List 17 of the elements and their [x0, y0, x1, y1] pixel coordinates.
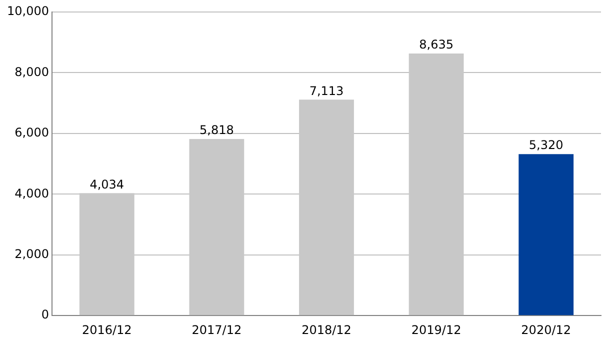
x-tick-label: 2019/12 [411, 322, 462, 337]
data-label: 5,320 [528, 138, 564, 152]
x-tick-label: 2016/12 [82, 322, 132, 337]
y-tick-label: 0 [41, 308, 49, 322]
x-tick-label: 2018/12 [302, 322, 352, 337]
y-tick-label: 6,000 [14, 126, 49, 140]
data-label: 7,113 [309, 84, 344, 98]
y-tick-label: 2,000 [14, 247, 49, 262]
data-label: 4,034 [90, 177, 124, 192]
x-tick-label: 2017/12 [192, 322, 242, 337]
y-tick-label: 10,000 [6, 4, 49, 18]
y-tick-label: 8,000 [14, 64, 49, 79]
x-tick-label: 2020/12 [521, 322, 572, 337]
data-label: 8,635 [419, 38, 454, 52]
y-tick-label: 4,000 [14, 186, 49, 200]
data-label: 5,818 [200, 123, 234, 138]
bar [518, 154, 574, 316]
